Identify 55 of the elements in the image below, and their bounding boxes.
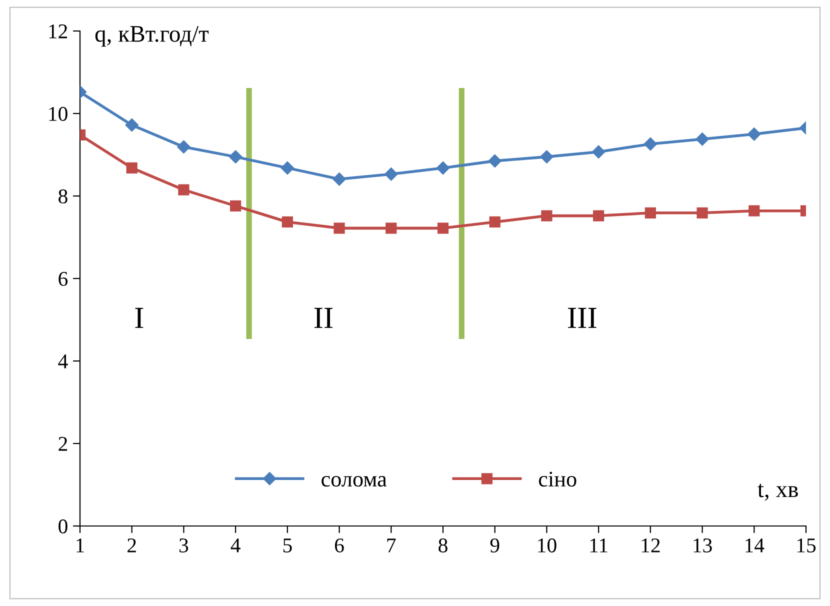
point bbox=[696, 132, 709, 146]
point bbox=[644, 137, 658, 151]
x-tick-label: 3 bbox=[180, 538, 188, 552]
x-tick-label: 15 bbox=[797, 538, 816, 552]
point bbox=[437, 222, 449, 234]
point bbox=[280, 161, 294, 175]
x-tick-label: 9 bbox=[490, 538, 500, 552]
point bbox=[386, 222, 397, 234]
y-tick-label: 0 bbox=[58, 519, 68, 534]
point bbox=[228, 150, 242, 164]
y-tick-label: 12 bbox=[49, 24, 68, 38]
annotation: I bbox=[135, 308, 144, 328]
point bbox=[230, 200, 242, 212]
point bbox=[384, 168, 398, 181]
y-axis-title: q, кВт.год/т bbox=[95, 26, 209, 47]
x-tick-label: 14 bbox=[746, 538, 764, 552]
x-tick-label: 10 bbox=[538, 538, 556, 552]
point bbox=[177, 140, 190, 154]
point bbox=[282, 216, 293, 228]
annotation: III bbox=[568, 308, 596, 328]
point bbox=[489, 216, 500, 228]
x-tick-label: 11 bbox=[590, 538, 608, 552]
point bbox=[593, 210, 604, 222]
legend-label: сіно bbox=[538, 472, 576, 487]
x-tick-label: 5 bbox=[283, 538, 292, 552]
x-axis-title: t, хв bbox=[758, 484, 798, 501]
x-tick-label: 4 bbox=[230, 538, 240, 552]
point bbox=[126, 162, 138, 174]
x-tick-label: 12 bbox=[642, 538, 660, 552]
x-tick-label: 8 bbox=[438, 538, 448, 552]
y-tick-label: 2 bbox=[58, 436, 68, 451]
point bbox=[436, 161, 450, 175]
x-tick-label: 2 bbox=[128, 538, 136, 552]
y-tick-label: 6 bbox=[58, 272, 68, 286]
point bbox=[540, 150, 554, 164]
point bbox=[334, 222, 345, 234]
point bbox=[488, 154, 502, 168]
point bbox=[125, 118, 138, 132]
point bbox=[696, 207, 708, 218]
x-tick-label: 1 bbox=[76, 538, 84, 552]
y-tick-label: 4 bbox=[58, 354, 68, 368]
point bbox=[592, 145, 606, 158]
point bbox=[541, 210, 552, 222]
legend-label: солома bbox=[322, 476, 387, 487]
point bbox=[332, 172, 346, 186]
x-tick-label: 7 bbox=[387, 538, 396, 552]
point bbox=[178, 184, 190, 196]
point bbox=[748, 128, 761, 141]
point bbox=[644, 207, 656, 218]
point bbox=[748, 205, 760, 216]
y-tick-label: 10 bbox=[49, 106, 68, 121]
x-tick-label: 6 bbox=[334, 538, 344, 552]
y-tick-label: 8 bbox=[58, 189, 68, 204]
annotation: II bbox=[314, 308, 333, 328]
x-tick-label: 13 bbox=[694, 538, 712, 552]
